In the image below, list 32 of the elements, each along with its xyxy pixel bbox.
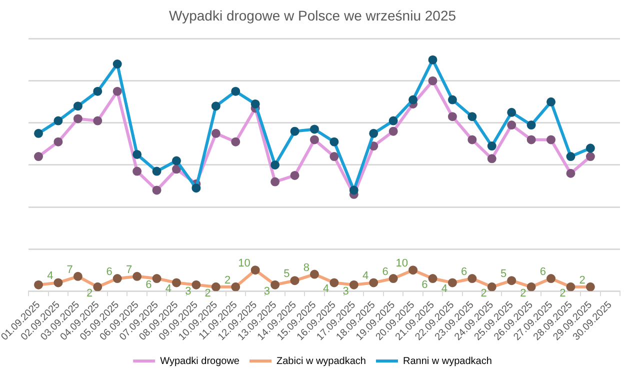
legend-label: Ranni w wypadkach — [402, 356, 492, 367]
data-label: 6 — [382, 266, 388, 278]
chart-title: Wypadki drogowe w Polsce we wrześniu 2025 — [168, 7, 456, 24]
data-label: 6 — [146, 279, 152, 292]
data-label: 6 — [106, 266, 112, 278]
data-label: 2 — [480, 287, 487, 300]
legend-label: Zabici w wypadkach — [276, 356, 366, 367]
data-label: 2 — [579, 274, 586, 286]
data-label: 3 — [185, 285, 192, 298]
data-label: 5 — [500, 268, 507, 280]
data-label: 2 — [224, 274, 231, 286]
data-label: 2 — [520, 287, 526, 300]
data-label: 4 — [441, 283, 448, 296]
data-label: 6 — [422, 279, 428, 292]
data-label: 4 — [165, 283, 172, 296]
data-label: 10 — [396, 258, 408, 270]
data-label: 10 — [238, 258, 250, 270]
legend-label: Wypadki drogowe — [160, 356, 240, 367]
data-label: 4 — [47, 270, 54, 282]
data-label: 7 — [66, 264, 73, 276]
data-label: 7 — [126, 264, 132, 276]
data-label: 4 — [362, 270, 369, 282]
data-label: 8 — [303, 262, 310, 274]
data-label: 5 — [284, 268, 290, 280]
data-label: 2 — [204, 287, 211, 300]
data-label: 3 — [264, 285, 270, 298]
data-label: 3 — [342, 285, 349, 298]
data-label: 2 — [560, 287, 566, 300]
data-label: 4 — [323, 283, 330, 296]
data-label: 2 — [86, 287, 93, 300]
data-label: 6 — [461, 266, 468, 278]
data-label: 6 — [540, 266, 546, 278]
